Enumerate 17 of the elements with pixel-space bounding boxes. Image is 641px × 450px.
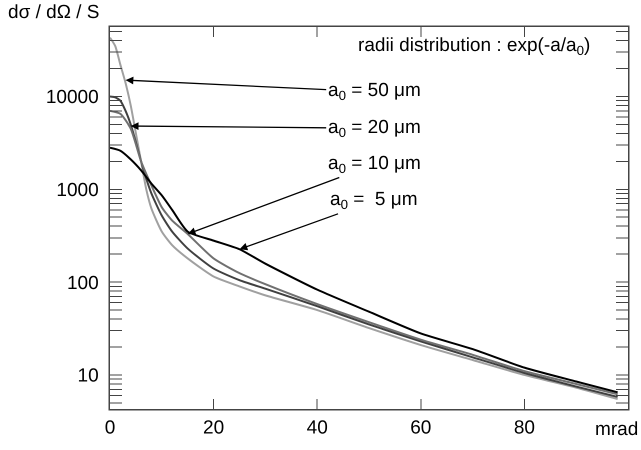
annotation: a$_{0}$ = 20 μm (328, 117, 421, 140)
x-tick-label: 20 (203, 417, 224, 438)
y-tick-label: 100 (66, 272, 99, 294)
x-tick-label: 80 (514, 417, 535, 438)
y-tick-label: 10000 (46, 87, 99, 108)
x-tick-label: 60 (410, 417, 432, 438)
y-tick-label: 1000 (56, 180, 99, 201)
x-tick-label: 40 (306, 417, 328, 438)
line-series (110, 36, 619, 400)
annotation: a$_{0}$ = 5 μm (330, 189, 418, 212)
annotation: a$_{0}$ = 50 μm (328, 80, 421, 103)
y-tick-label: 10 (78, 366, 99, 387)
x-axis-title: mrad (595, 419, 638, 440)
annotation: a$_{0}$ = 10 μm (328, 153, 421, 176)
annotation: radii distribution : exp(-a/a$_{0}$) (358, 35, 590, 58)
y-axis-title: dσ / dΩ / S (8, 2, 100, 23)
x-tick-label: 0 (104, 417, 116, 438)
